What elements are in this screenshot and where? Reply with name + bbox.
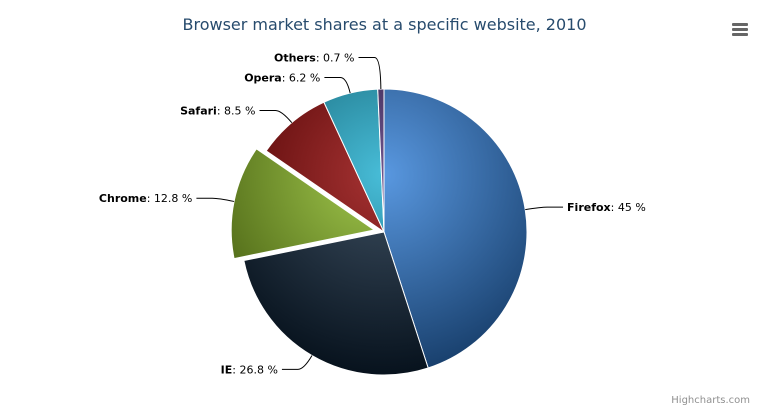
label-name: Chrome bbox=[99, 192, 147, 205]
data-label-chrome: Chrome: 12.8 % bbox=[99, 192, 192, 205]
label-name: Others bbox=[274, 52, 316, 65]
slices bbox=[230, 88, 528, 376]
connector-others bbox=[358, 57, 382, 90]
pie-slice-firefox[interactable] bbox=[383, 88, 528, 369]
data-labels: Firefox: 45 % IE: 26.8 % Chrome: 12.8 % Saf… bbox=[99, 52, 646, 377]
data-label-safari: Safari: 8.5 % bbox=[180, 104, 255, 117]
data-label-firefox: Firefox: 45 % bbox=[567, 201, 646, 214]
connector-opera bbox=[324, 77, 351, 94]
credits-link[interactable]: Highcharts.com bbox=[671, 395, 750, 406]
label-value: : 45 % bbox=[611, 201, 646, 214]
label-name: Opera bbox=[244, 72, 282, 85]
label-name: Safari bbox=[180, 104, 217, 117]
data-label-ie: IE: 26.8 % bbox=[221, 363, 278, 376]
label-value: : 12.8 % bbox=[147, 192, 193, 205]
label-value: : 6.2 % bbox=[282, 72, 321, 85]
label-name: IE bbox=[221, 363, 233, 376]
label-value: : 0.7 % bbox=[316, 52, 355, 65]
label-value: : 26.8 % bbox=[232, 363, 278, 376]
pie-slice-ie[interactable] bbox=[243, 231, 429, 376]
connector-safari bbox=[259, 109, 293, 124]
label-value: : 8.5 % bbox=[217, 104, 256, 117]
data-label-others: Others: 0.7 % bbox=[274, 52, 355, 65]
data-label-opera: Opera: 6.2 % bbox=[244, 72, 320, 85]
pie-slice-others[interactable] bbox=[377, 88, 385, 233]
connector-ie bbox=[281, 355, 313, 370]
chart-title: Browser market shares at a specific webs… bbox=[182, 15, 586, 34]
hamburger-menu-icon[interactable] bbox=[728, 19, 752, 41]
connector-firefox bbox=[525, 206, 564, 211]
label-name: Firefox bbox=[567, 201, 611, 214]
connector-chrome bbox=[196, 197, 235, 202]
